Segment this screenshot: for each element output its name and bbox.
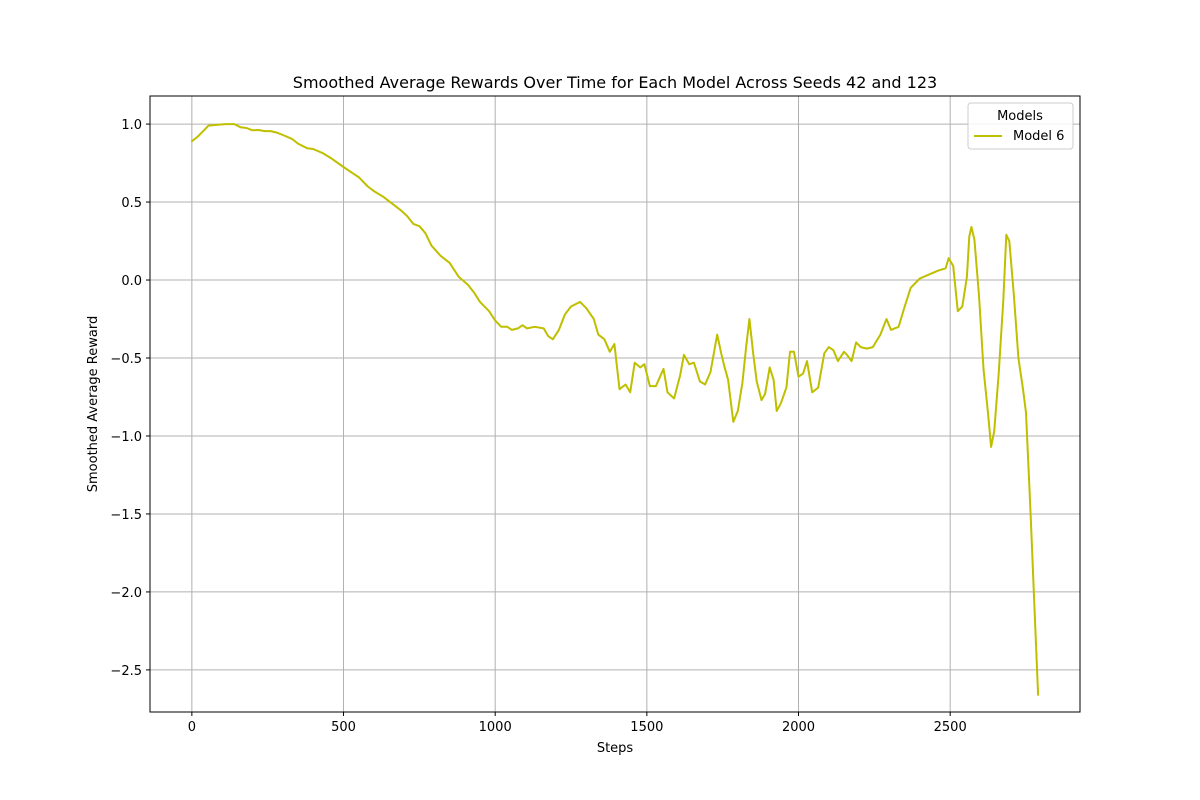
chart-title: Smoothed Average Rewards Over Time for E… <box>293 73 937 92</box>
y-tick-label: 0.5 <box>121 196 142 211</box>
y-axis-label: Smoothed Average Reward <box>86 316 101 492</box>
legend-box <box>967 102 1074 150</box>
y-tick-label: 0.0 <box>121 274 142 289</box>
x-axis: 0 500 1000 1500 2000 2500 <box>188 712 967 735</box>
y-tick-label: −1.5 <box>110 508 142 523</box>
x-tick-label: 1500 <box>630 720 663 735</box>
legend-label-model-6: Model 6 <box>1013 129 1064 144</box>
x-tick-label: 500 <box>331 720 356 735</box>
y-tick-label: −2.0 <box>110 586 142 601</box>
x-tick-label: 2000 <box>782 720 815 735</box>
legend-title: Models <box>997 109 1043 124</box>
x-axis-label: Steps <box>597 741 634 756</box>
y-tick-label: −2.5 <box>110 664 142 679</box>
series-layer <box>190 123 1040 696</box>
y-tick-label: 1.0 <box>121 118 142 133</box>
y-tick-label: −1.0 <box>110 430 142 445</box>
x-tick-label: 2500 <box>934 720 967 735</box>
legend: Models Model 6 <box>967 102 1074 150</box>
series-line-model-6 <box>190 123 1040 696</box>
plot-frame <box>149 95 1081 713</box>
x-tick-label: 1000 <box>479 720 512 735</box>
y-axis: 1.0 0.5 0.0 −0.5 −1.0 −1.5 −2.0 −2.5 <box>110 118 150 679</box>
y-tick-label: −0.5 <box>110 352 142 367</box>
x-tick-label: 0 <box>188 720 196 735</box>
